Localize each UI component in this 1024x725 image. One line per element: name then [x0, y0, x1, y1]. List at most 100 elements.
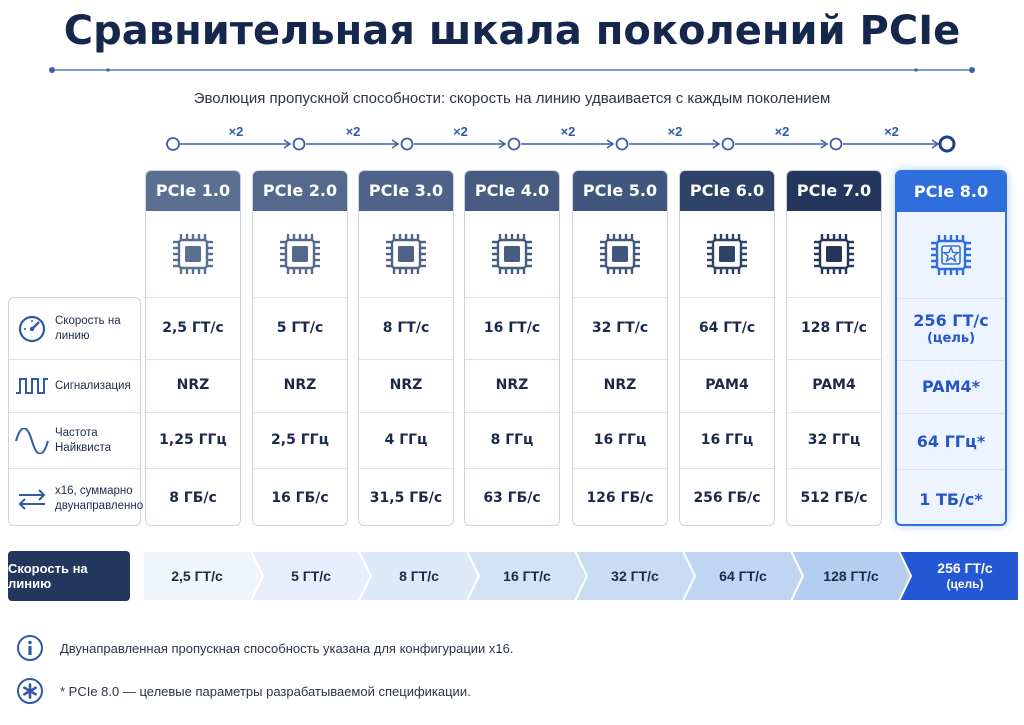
cell-value: 8 ГБ/с: [169, 490, 217, 507]
cell-bandwidth: 1 ТБ/с*: [897, 470, 1005, 524]
generation-column: PCIe 3.0 8 ГТ/с NRZ 4 ГГц 31,5 ГБ/с: [358, 170, 454, 526]
cell-value: 2,5 ГГц: [271, 431, 329, 448]
timeline-multiplier: ×2: [561, 124, 576, 139]
cell-signaling: NRZ: [146, 360, 240, 413]
cell-value: 8 ГТ/с: [382, 319, 430, 336]
band-step: 32 ГТ/с: [585, 551, 685, 601]
generation-column: PCIe 7.0 128 ГТ/с PAM4 32 ГГц 512 ГБ/с: [786, 170, 882, 526]
cell-value: 8 ГГц: [490, 431, 534, 448]
band-step: 5 ГТ/с: [261, 551, 361, 601]
subtitle: Эволюция пропускной способности: скорост…: [193, 90, 831, 107]
timeline-arrowhead: [931, 139, 940, 149]
band-segment: [789, 551, 913, 601]
cell-value: 512 ГБ/с: [800, 490, 868, 507]
cell-value: NRZ: [176, 377, 210, 394]
row-label-text: Частота Найквиста: [55, 426, 111, 454]
timeline-node: [829, 137, 843, 151]
band-segment: [465, 551, 589, 601]
cell-bandwidth: 126 ГБ/с: [573, 469, 667, 525]
cell-value: 16 ГГц: [593, 431, 647, 448]
cell-value: NRZ: [283, 377, 317, 394]
cell-value: 63 ГБ/с: [483, 490, 541, 507]
cell-nyquist: 64 ГГц*: [897, 414, 1005, 470]
timeline-node: [400, 137, 414, 151]
cell-value: 4 ГГц: [384, 431, 428, 448]
timeline-multiplier: ×2: [775, 124, 790, 139]
band-step: 128 ГТ/с: [801, 551, 901, 601]
generation-header: PCIe 3.0: [359, 171, 453, 211]
chip-icon: [573, 211, 667, 298]
page-title: Сравнительная шкала поколений PCIe: [63, 8, 961, 54]
cell-value: 32 ГГц: [807, 431, 861, 448]
generation-header: PCIe 5.0: [573, 171, 667, 211]
chip-icon: [253, 211, 347, 298]
band-segment: [897, 551, 1019, 601]
cell-value: 126 ГБ/с: [586, 490, 654, 507]
cell-value: PAM4*: [921, 377, 981, 396]
generation-header: PCIe 8.0: [897, 172, 1005, 212]
cell-value: NRZ: [389, 377, 423, 394]
cell-signaling: NRZ: [253, 360, 347, 413]
cell-nyquist: 16 ГГц: [680, 413, 774, 469]
timeline-node: [292, 137, 306, 151]
cell-speed: 16 ГТ/с: [465, 298, 559, 360]
generation-header: PCIe 7.0: [787, 171, 881, 211]
footnote-asterisk: * PCIe 8.0 — целевые параметры разрабаты…: [16, 677, 471, 705]
band-step-value: 8 ГТ/с: [399, 567, 439, 584]
timeline-node: [166, 137, 180, 151]
generation-header: PCIe 2.0: [253, 171, 347, 211]
cell-signaling: NRZ: [573, 360, 667, 413]
row-label-nyquist: Частота Найквиста: [9, 413, 140, 469]
timeline-multiplier: ×2: [453, 124, 468, 139]
generation-header: PCIe 1.0: [146, 171, 240, 211]
timeline-node: [615, 137, 629, 151]
cell-value: 256 ГТ/с: [913, 311, 989, 331]
generation-column: PCIe 4.0 16 ГТ/с NRZ 8 ГГц 63 ГБ/с: [464, 170, 560, 526]
footnote-info: Двунаправленная пропускная способность у…: [16, 634, 513, 662]
cell-nyquist: 16 ГГц: [573, 413, 667, 469]
timeline-multiplier: ×2: [884, 124, 899, 139]
timeline-node: [721, 137, 735, 151]
band-step-value: 64 ГТ/с: [719, 567, 767, 584]
chip-icon: [146, 211, 240, 298]
cell-note: (цель): [926, 331, 976, 347]
band-step-value: 128 ГТ/с: [823, 567, 879, 584]
row-label-speed: Скорость на линию: [9, 298, 140, 360]
cell-bandwidth: 256 ГБ/с: [680, 469, 774, 525]
cell-value: 16 ГБ/с: [271, 490, 329, 507]
cell-value: PAM4: [812, 377, 856, 394]
generation-column: PCIe 2.0 5 ГТ/с NRZ 2,5 ГГц 16 ГБ/с: [252, 170, 348, 526]
band-label: Скорость на линию: [8, 551, 130, 601]
chip-icon: [465, 211, 559, 298]
generation-column: PCIe 5.0 32 ГТ/с NRZ 16 ГГц 126 ГБ/с: [572, 170, 668, 526]
cell-bandwidth: 31,5 ГБ/с: [359, 469, 453, 525]
cell-nyquist: 4 ГГц: [359, 413, 453, 469]
info-icon: [17, 635, 43, 661]
sine-wave-icon: [15, 427, 49, 454]
cell-nyquist: 32 ГГц: [787, 413, 881, 469]
cell-value: 256 ГБ/с: [693, 490, 761, 507]
band-step-value: 256 ГТ/с: [937, 560, 993, 577]
cell-value: 32 ГТ/с: [591, 319, 649, 336]
speed-band: [143, 551, 1019, 601]
timeline-arrowhead: [498, 139, 507, 149]
cell-value: 1 ТБ/с*: [919, 490, 983, 509]
cell-signaling: PAM4*: [897, 361, 1005, 414]
cell-signaling: NRZ: [465, 360, 559, 413]
generation-column: PCIe 1.0 2,5 ГТ/с NRZ 1,25 ГГц 8 ГБ/с: [145, 170, 241, 526]
cell-bandwidth: 16 ГБ/с: [253, 469, 347, 525]
cell-nyquist: 8 ГГц: [465, 413, 559, 469]
cell-speed: 128 ГТ/с: [787, 298, 881, 360]
chip-icon: [359, 211, 453, 298]
band-step: 16 ГТ/с: [477, 551, 577, 601]
cell-bandwidth: 512 ГБ/с: [787, 469, 881, 525]
generation-header: PCIe 4.0: [465, 171, 559, 211]
cell-speed: 8 ГТ/с: [359, 298, 453, 360]
asterisk-icon: [17, 678, 43, 704]
row-label-text: Сигнализация: [55, 379, 131, 392]
chip-icon: [787, 211, 881, 298]
cell-bandwidth: 8 ГБ/с: [146, 469, 240, 525]
square-wave-icon: [16, 378, 48, 394]
doubling-timeline: ×2 ×2 ×2 ×2 ×2 ×2 ×2: [166, 124, 956, 153]
cell-value: 16 ГТ/с: [483, 319, 541, 336]
